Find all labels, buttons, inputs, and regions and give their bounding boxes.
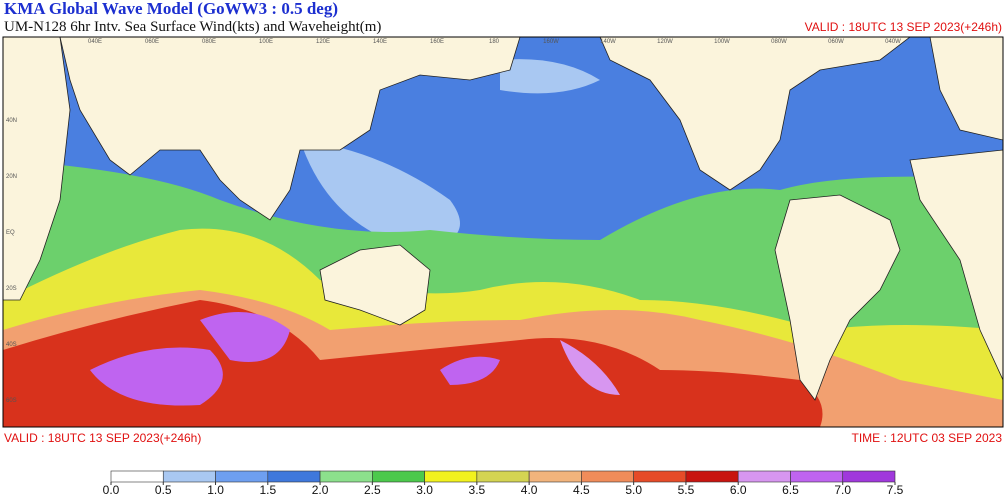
valid-time-bottom: VALID : 18UTC 13 SEP 2023(+246h) xyxy=(4,431,201,445)
land-australia xyxy=(319,244,431,326)
colorbar-box xyxy=(633,470,687,483)
colorbar-box xyxy=(842,470,896,483)
latitude-label: 20S xyxy=(6,286,17,292)
longitude-labels: 040E 060E 080E 100E 120E 140E 160E 180 160W 140W 1… xyxy=(88,39,901,45)
longitude-label: 180 xyxy=(489,39,500,45)
colorbar-label: 0.5 xyxy=(155,483,172,496)
longitude-label: 060E xyxy=(145,39,159,45)
wave-band-purple xyxy=(560,340,620,395)
longitude-label: 060W xyxy=(828,39,844,45)
colorbar-label: 1.5 xyxy=(259,483,276,496)
subtitle: UM-N128 6hr Intv. Sea Surface Wind(kts) … xyxy=(4,19,381,35)
land-south-america xyxy=(774,194,901,401)
longitude-label: 100W xyxy=(714,39,730,45)
latitude-label: 20N xyxy=(6,174,17,180)
colorbar-label: 6.5 xyxy=(782,483,799,496)
colorbar-box xyxy=(528,470,582,483)
longitude-label: 120E xyxy=(316,39,330,45)
colorbar-label: 7.0 xyxy=(834,483,851,496)
land-asia xyxy=(59,37,521,221)
colorbar-box xyxy=(319,470,373,483)
latitude-label: EQ xyxy=(6,230,15,236)
map-frame xyxy=(2,36,1004,428)
colorbar-box xyxy=(685,470,739,483)
map: 040E 060E 080E 100E 120E 140E 160E 180 160W 140W 1… xyxy=(3,37,1003,427)
longitude-label: 160W xyxy=(543,39,559,45)
colorbar-label: 0.0 xyxy=(103,483,120,496)
colorbar-box xyxy=(372,470,425,483)
wave-band-purple xyxy=(200,312,290,362)
colorbar-box xyxy=(110,470,164,483)
latitude-label: 60S xyxy=(6,398,17,404)
colorbar-label: 3.0 xyxy=(416,483,433,496)
longitude-label: 080W xyxy=(771,39,787,45)
valid-time-top: VALID : 18UTC 13 SEP 2023(+246h) xyxy=(805,20,1002,34)
calm-zone xyxy=(500,59,600,94)
colorbar-box xyxy=(581,470,634,483)
colorbar-label: 2.5 xyxy=(364,483,381,496)
land-europe xyxy=(929,37,1003,141)
longitude-label: 140W xyxy=(600,39,616,45)
colorbar-box xyxy=(476,470,530,483)
colorbar-box xyxy=(424,470,478,483)
land-north-america xyxy=(599,37,911,191)
colorbar-label: 3.5 xyxy=(469,483,486,496)
land-africa xyxy=(3,37,71,301)
colorbar-label: 4.0 xyxy=(521,483,538,496)
colorbar-label: 5.0 xyxy=(625,483,642,496)
land-africa-east xyxy=(909,149,1003,381)
colorbar-label: 2.0 xyxy=(312,483,329,496)
longitude-label: 080E xyxy=(202,39,216,45)
wave-band-purple xyxy=(90,347,223,406)
longitude-label: 040W xyxy=(885,39,901,45)
colorbar-box xyxy=(215,470,269,483)
longitude-label: 120W xyxy=(657,39,673,45)
longitude-label: 100E xyxy=(259,39,273,45)
latitude-labels: 40N 20N EQ 20S 40S 60S xyxy=(6,118,17,404)
calm-zone xyxy=(300,140,460,250)
colorbar-box xyxy=(162,470,216,483)
colorbar-box xyxy=(737,470,791,483)
longitude-label: 160E xyxy=(430,39,444,45)
issue-time: TIME : 12UTC 03 SEP 2023 xyxy=(851,431,1002,445)
colorbar-label: 5.5 xyxy=(678,483,695,496)
colorbar-label: 6.0 xyxy=(730,483,747,496)
colorbar-box xyxy=(790,470,844,483)
longitude-label: 040E xyxy=(88,39,102,45)
colorbar-label: 7.5 xyxy=(887,483,904,496)
latitude-label: 40S xyxy=(6,342,17,348)
longitude-label: 140E xyxy=(373,39,387,45)
colorbar-box xyxy=(267,470,321,483)
latitude-label: 40N xyxy=(6,118,17,124)
title: KMA Global Wave Model (GoWW3 : 0.5 deg) xyxy=(4,0,338,18)
colorbar: 0.0 0.5 1.0 1.5 2.0 2.5 3.0 3.5 4.0 4.5 5.0 5.5 6.0 6… xyxy=(103,470,904,496)
wave-band-purple xyxy=(440,356,500,385)
colorbar-label: 4.5 xyxy=(573,483,590,496)
colorbar-label: 1.0 xyxy=(207,483,224,496)
